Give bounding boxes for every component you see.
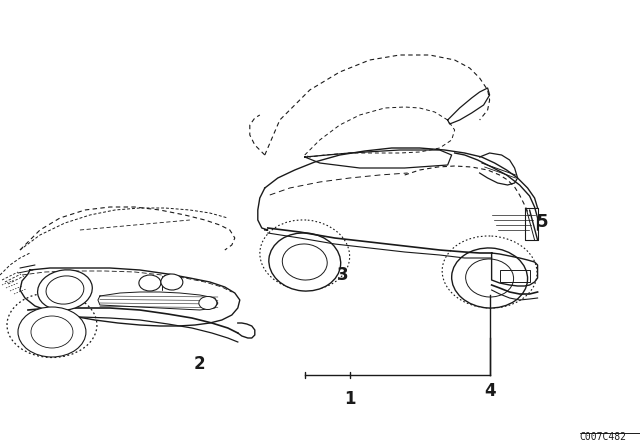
Ellipse shape bbox=[199, 297, 217, 310]
Ellipse shape bbox=[466, 259, 513, 297]
Text: 5: 5 bbox=[537, 213, 548, 231]
Text: 1: 1 bbox=[344, 390, 355, 408]
Ellipse shape bbox=[282, 244, 327, 280]
Text: 4: 4 bbox=[484, 382, 495, 400]
Ellipse shape bbox=[31, 316, 73, 348]
Ellipse shape bbox=[38, 270, 92, 310]
Ellipse shape bbox=[18, 307, 86, 357]
Text: 3: 3 bbox=[337, 266, 349, 284]
Ellipse shape bbox=[161, 274, 183, 290]
Ellipse shape bbox=[269, 233, 340, 291]
Text: C007C482: C007C482 bbox=[580, 432, 627, 442]
Ellipse shape bbox=[46, 276, 84, 304]
Ellipse shape bbox=[452, 248, 527, 308]
Ellipse shape bbox=[139, 275, 161, 291]
Text: 2: 2 bbox=[194, 355, 205, 373]
